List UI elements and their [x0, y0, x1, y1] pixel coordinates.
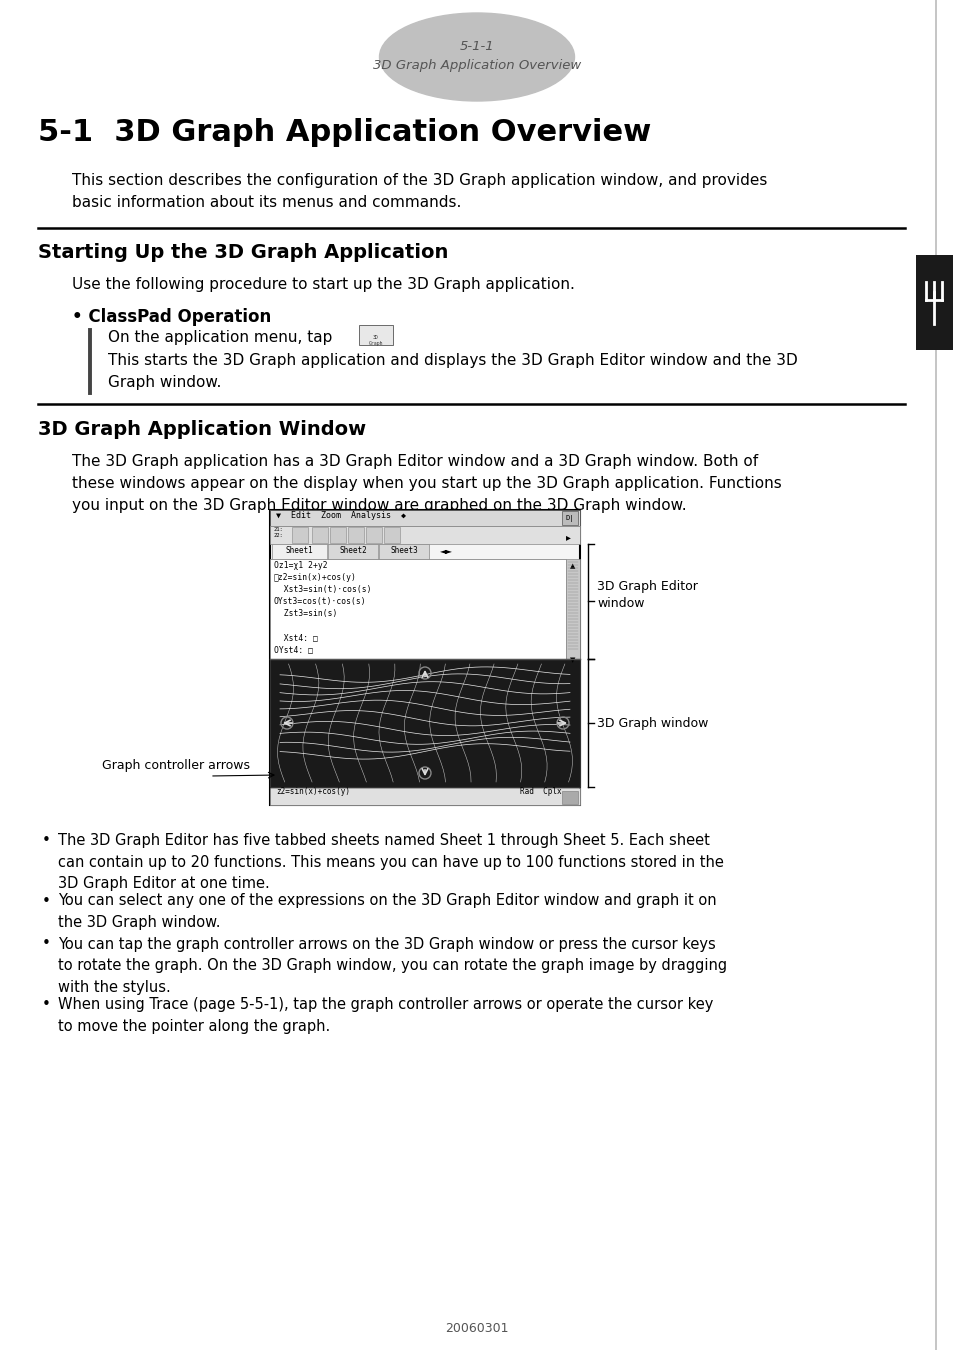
Text: ▼: ▼	[570, 657, 575, 663]
FancyBboxPatch shape	[384, 526, 399, 543]
Text: ▼  Edit  Zoom  Analysis  ◆: ▼ Edit Zoom Analysis ◆	[275, 512, 406, 520]
Text: This section describes the configuration of the 3D Graph application window, and: This section describes the configuration…	[71, 173, 766, 211]
Text: 3D Graph Editor
window: 3D Graph Editor window	[597, 580, 698, 610]
Text: The 3D Graph application has a 3D Graph Editor window and a 3D Graph window. Bot: The 3D Graph application has a 3D Graph …	[71, 454, 781, 513]
Text: You can tap the graph controller arrows on the 3D Graph window or press the curs: You can tap the graph controller arrows …	[58, 937, 726, 995]
FancyBboxPatch shape	[270, 526, 579, 544]
FancyBboxPatch shape	[330, 526, 346, 543]
Text: Starting Up the 3D Graph Application: Starting Up the 3D Graph Application	[38, 243, 448, 262]
Text: 3D Graph window: 3D Graph window	[597, 717, 708, 729]
Text: 21:
22:: 21: 22:	[274, 526, 283, 537]
Text: This starts the 3D Graph application and displays the 3D Graph Editor window and: This starts the 3D Graph application and…	[108, 352, 797, 390]
FancyBboxPatch shape	[270, 510, 579, 526]
FancyBboxPatch shape	[272, 544, 327, 559]
FancyBboxPatch shape	[312, 526, 328, 543]
Text: 3D Graph Application Overview: 3D Graph Application Overview	[373, 58, 580, 72]
Text: Xst3=sin(t)·cos(s): Xst3=sin(t)·cos(s)	[274, 585, 371, 594]
FancyBboxPatch shape	[561, 791, 578, 805]
FancyBboxPatch shape	[270, 788, 579, 805]
Text: D|: D|	[565, 514, 574, 521]
Text: 3D Graph Application Window: 3D Graph Application Window	[38, 420, 366, 439]
Text: 5-1  3D Graph Application Overview: 5-1 3D Graph Application Overview	[38, 117, 651, 147]
Text: Sheet2: Sheet2	[338, 545, 367, 555]
FancyBboxPatch shape	[270, 559, 565, 659]
FancyBboxPatch shape	[915, 255, 952, 350]
Text: Graph controller arrows: Graph controller arrows	[102, 759, 250, 772]
Text: Ⓢz2=sin(x)+cos(y): Ⓢz2=sin(x)+cos(y)	[274, 572, 356, 582]
Text: OYst4: □: OYst4: □	[274, 645, 313, 653]
Text: 20060301: 20060301	[445, 1322, 508, 1335]
Text: When using Trace (page 5-5-1), tap the graph controller arrows or operate the cu: When using Trace (page 5-5-1), tap the g…	[58, 998, 713, 1034]
Text: ◄►: ◄►	[439, 545, 453, 555]
Text: 3D
Graph: 3D Graph	[369, 335, 383, 346]
Text: Use the following procedure to start up the 3D Graph application.: Use the following procedure to start up …	[71, 277, 575, 292]
Text: •: •	[42, 894, 51, 909]
Text: Sheet3: Sheet3	[390, 545, 417, 555]
FancyBboxPatch shape	[270, 510, 579, 805]
FancyBboxPatch shape	[270, 659, 579, 787]
FancyBboxPatch shape	[378, 544, 429, 559]
Text: Oz1=χ1 2+y2: Oz1=χ1 2+y2	[274, 562, 327, 570]
Text: Xst4: □: Xst4: □	[274, 633, 317, 643]
Text: 5-1-1: 5-1-1	[459, 40, 494, 54]
Text: Zst3=sin(s): Zst3=sin(s)	[274, 609, 337, 618]
Text: OYst3=cos(t)·cos(s): OYst3=cos(t)·cos(s)	[274, 597, 366, 606]
FancyBboxPatch shape	[561, 512, 578, 525]
FancyBboxPatch shape	[358, 325, 393, 346]
Text: On the application menu, tap: On the application menu, tap	[108, 329, 332, 346]
Text: ▸: ▸	[565, 532, 570, 541]
Text: You can select any one of the expressions on the 3D Graph Editor window and grap: You can select any one of the expression…	[58, 894, 716, 930]
Text: ▲: ▲	[570, 563, 575, 568]
Text: Sheet1: Sheet1	[285, 545, 313, 555]
FancyBboxPatch shape	[348, 526, 364, 543]
Text: • ClassPad Operation: • ClassPad Operation	[71, 308, 271, 325]
Text: Rad  Cplx: Rad Cplx	[519, 787, 561, 796]
FancyBboxPatch shape	[366, 526, 381, 543]
FancyBboxPatch shape	[565, 559, 579, 659]
Ellipse shape	[379, 14, 574, 101]
FancyBboxPatch shape	[328, 544, 377, 559]
Text: •: •	[42, 833, 51, 848]
Text: z2=sin(x)+cos(y): z2=sin(x)+cos(y)	[275, 787, 350, 796]
FancyBboxPatch shape	[292, 526, 308, 543]
Text: •: •	[42, 937, 51, 952]
Text: The 3D Graph Editor has five tabbed sheets named Sheet 1 through Sheet 5. Each s: The 3D Graph Editor has five tabbed shee…	[58, 833, 723, 891]
Text: •: •	[42, 998, 51, 1012]
